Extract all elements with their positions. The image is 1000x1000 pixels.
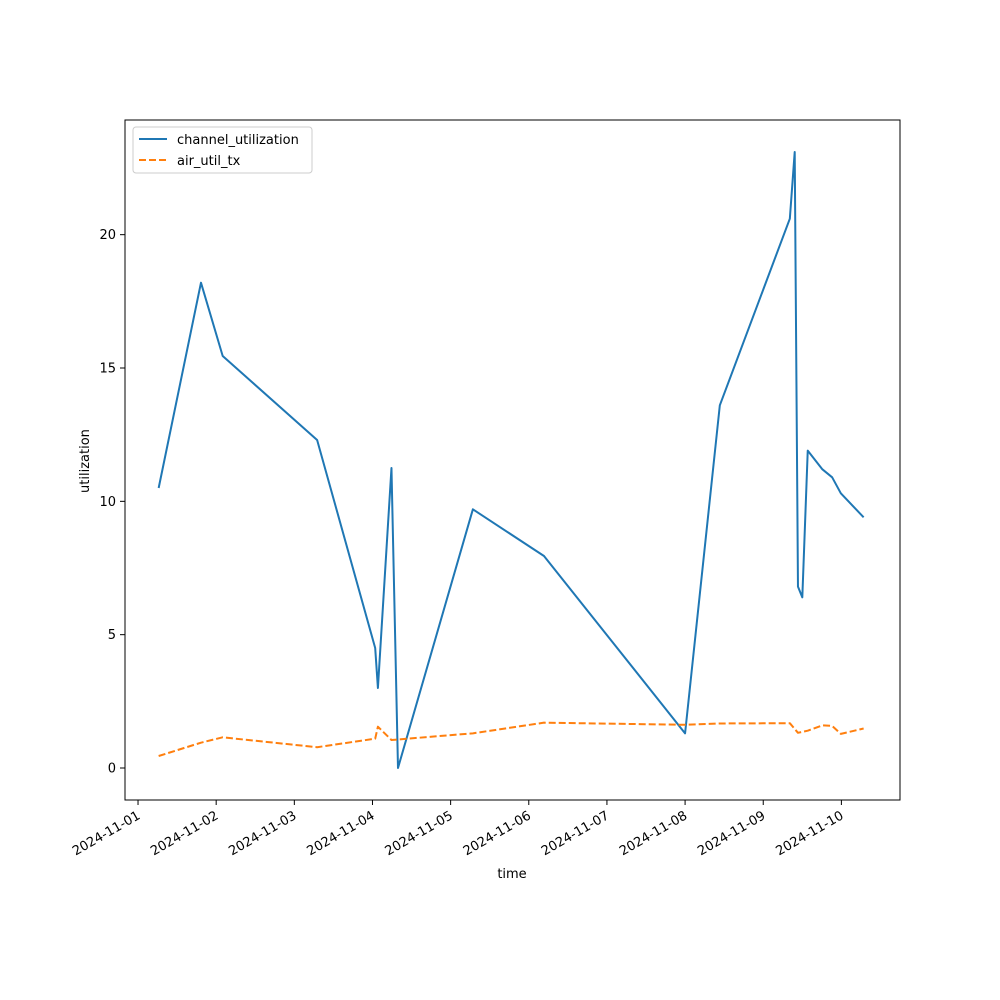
x-tick-label: 2024-11-08 — [617, 808, 690, 859]
y-tick-label: 20 — [99, 228, 116, 243]
series-line-air-util-tx — [158, 721, 864, 757]
x-tick-label: 2024-11-10 — [773, 808, 846, 859]
legend: channel_utilization air_util_tx — [132, 126, 313, 174]
y-tick-label: 0 — [108, 762, 116, 777]
x-tick-label: 2024-11-04 — [305, 808, 378, 859]
x-axis-title: time — [497, 867, 526, 882]
x-tick-label: 2024-11-03 — [226, 808, 299, 859]
series-line-channel-utilization — [157, 151, 865, 769]
legend-label-air-util-tx: air_util_tx — [177, 154, 241, 169]
y-axis: 0 5 10 15 20 — [99, 228, 125, 777]
x-tick-label: 2024-11-07 — [539, 808, 612, 859]
series-layer — [157, 151, 865, 769]
x-tick-label: 2024-11-09 — [695, 808, 768, 859]
x-tick-label: 2024-11-05 — [383, 808, 456, 859]
y-axis-title: utilization — [78, 429, 93, 493]
y-tick-label: 10 — [99, 495, 116, 510]
legend-label-channel-utilization: channel_utilization — [177, 133, 299, 148]
y-tick-label: 15 — [99, 362, 116, 377]
legend-box — [132, 126, 313, 174]
x-tick-label: 2024-11-01 — [70, 808, 143, 859]
x-tick-label: 2024-11-06 — [461, 808, 534, 859]
x-axis: 2024-11-01 2024-11-02 2024-11-03 2024-11-04… — [70, 800, 846, 859]
x-tick-label: 2024-11-02 — [148, 808, 221, 859]
y-tick-label: 5 — [108, 628, 116, 643]
plot-frame — [124, 119, 901, 801]
